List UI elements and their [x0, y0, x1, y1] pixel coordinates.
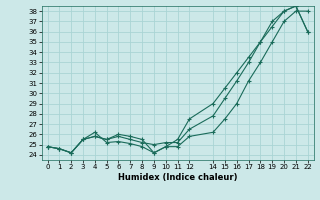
- X-axis label: Humidex (Indice chaleur): Humidex (Indice chaleur): [118, 173, 237, 182]
